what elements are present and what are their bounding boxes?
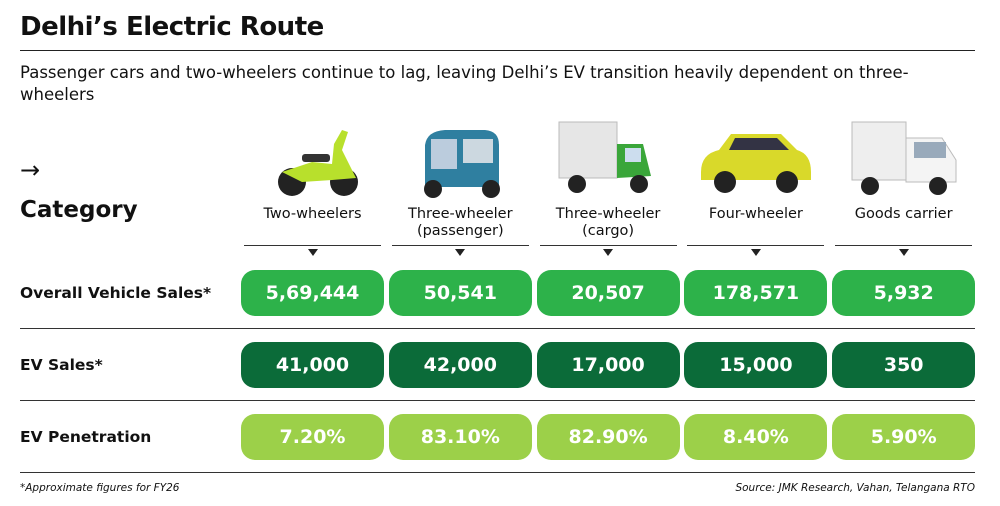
cell: 8.40%	[684, 414, 828, 460]
cell: 350	[832, 342, 976, 388]
cell: 178,571	[684, 270, 828, 316]
row-label: Overall Vehicle Sales*	[20, 284, 212, 302]
auto-icon	[424, 130, 500, 198]
row-divider	[20, 328, 975, 329]
column-rule	[687, 245, 825, 246]
footnote: *Approximate figures for FY26	[20, 482, 180, 494]
cell: 42,000	[388, 342, 532, 388]
column-header: Three-wheeler (passenger)	[408, 206, 513, 239]
cell: 5,69,444	[241, 270, 384, 316]
cell: 5,932	[832, 270, 976, 316]
row-label: EV Penetration	[20, 428, 152, 446]
column-rule	[835, 245, 973, 246]
arrow: →	[20, 156, 41, 184]
row-divider	[20, 400, 975, 401]
truck-icon	[851, 121, 957, 195]
corner-label: Category	[20, 197, 138, 223]
subtitle: Passenger cars and two-wheelers continue…	[20, 63, 909, 104]
column-rule	[539, 245, 677, 246]
cell: 41,000	[241, 342, 384, 388]
scooter-icon	[278, 130, 358, 196]
column-header: Two-wheelers	[263, 206, 362, 222]
cell: 20,507	[536, 270, 680, 316]
cell: 15,000	[684, 342, 828, 388]
cell: 5.90%	[832, 414, 976, 460]
row-label: EV Sales*	[20, 356, 103, 374]
column-marker	[455, 249, 466, 256]
cell: 7.20%	[241, 414, 384, 460]
column-rule	[244, 245, 381, 246]
cell: 50,541	[388, 270, 532, 316]
suv-icon	[701, 134, 811, 193]
source: Source: JMK Research, Vahan, Telangana R…	[735, 482, 975, 494]
column-header: Three-wheeler (cargo)	[555, 206, 661, 239]
column-rule	[391, 245, 529, 246]
column-marker	[307, 249, 318, 256]
cargo-icon	[558, 121, 651, 193]
column-marker	[750, 249, 761, 256]
column-marker	[898, 249, 909, 256]
column-header: Four-wheeler	[708, 206, 803, 222]
cell: 17,000	[536, 342, 680, 388]
divider	[20, 50, 975, 51]
cell: 82.90%	[536, 414, 680, 460]
row-divider	[20, 472, 975, 473]
column-header: Goods carrier	[854, 206, 953, 222]
cell: 83.10%	[388, 414, 532, 460]
column-marker	[603, 249, 614, 256]
title: Delhi’s Electric Route	[20, 12, 324, 42]
